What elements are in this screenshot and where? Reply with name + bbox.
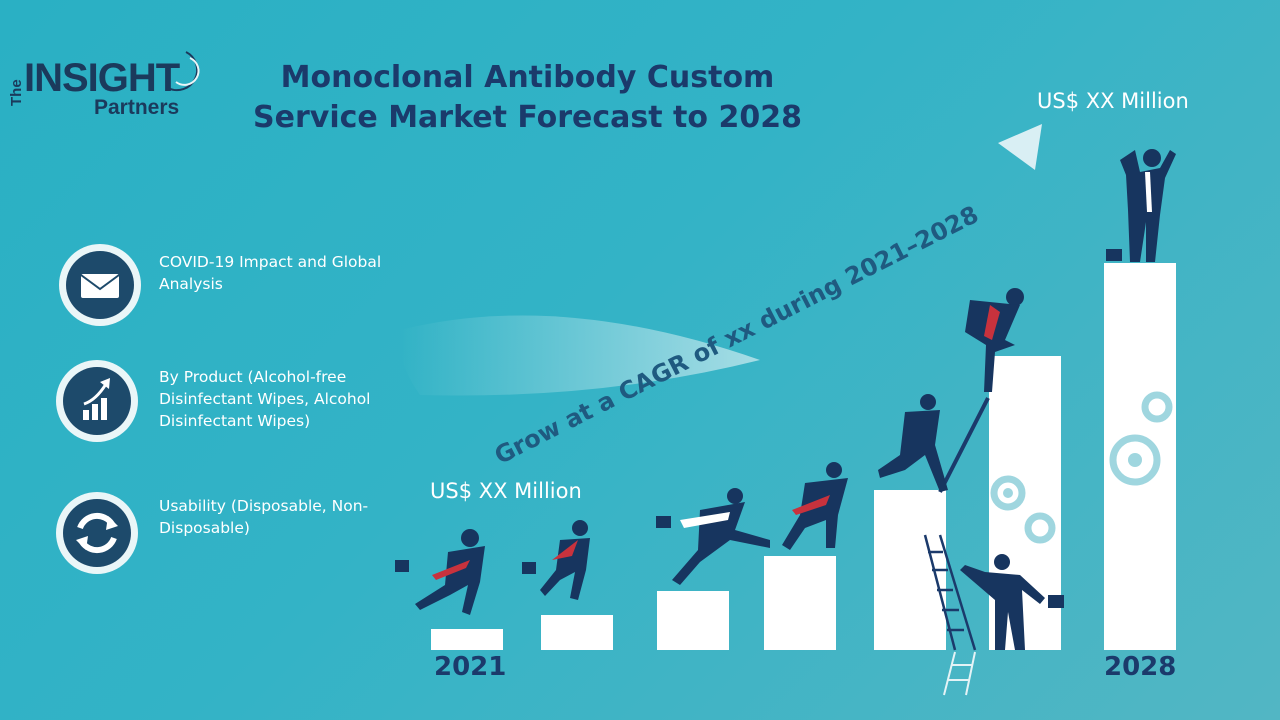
feature-covid: COVID-19 Impact and Global Analysis <box>159 253 382 293</box>
feature-usability: Usability (Disposable, Non-Disposable) <box>159 497 369 537</box>
bar-3 <box>657 591 729 650</box>
ladder-icon <box>923 534 977 651</box>
bar-1 <box>431 629 503 650</box>
pole-icon <box>938 397 990 493</box>
end-year-label: 2028 <box>1104 652 1177 682</box>
feature-product: By Product (Alcohol-free Disinfectant Wi… <box>159 368 371 430</box>
gear-hubs-icon <box>1003 453 1142 498</box>
page-title: Monoclonal Antibody Custom Service Marke… <box>253 60 802 135</box>
businessman-figures-icon <box>395 149 1176 650</box>
ladder-reflection-icon <box>943 651 976 696</box>
start-value-label: US$ XX Million <box>430 479 582 503</box>
end-value-label: US$ XX Million <box>1037 89 1189 113</box>
recycle-arrows-icon <box>56 492 138 574</box>
start-year-label: 2021 <box>434 652 507 682</box>
logo-swoosh-icon <box>167 51 200 92</box>
logo-partners: Partners <box>94 96 180 119</box>
company-logo: The INSIGHT Partners <box>6 46 216 126</box>
bar-4 <box>764 556 836 650</box>
arrow-head-icon <box>998 124 1042 170</box>
bar-2 <box>541 615 613 650</box>
growth-chart-icon <box>56 360 138 442</box>
gear-icon <box>990 391 1173 544</box>
logo-insight: INSIGHT <box>24 56 180 100</box>
envelope-icon <box>59 244 141 326</box>
white-ties-icon <box>680 172 1152 528</box>
red-ties-icon <box>432 305 1000 580</box>
